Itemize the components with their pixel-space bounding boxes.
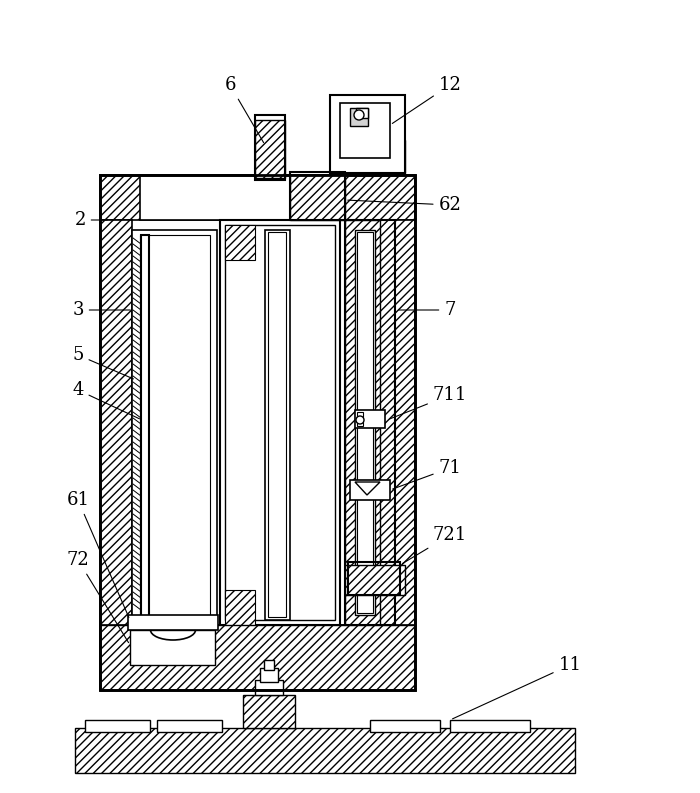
Bar xyxy=(255,120,285,178)
Text: 721: 721 xyxy=(402,526,467,564)
Bar xyxy=(85,720,150,732)
Bar xyxy=(75,728,575,773)
Text: 4: 4 xyxy=(72,381,139,419)
Bar xyxy=(260,668,278,682)
Bar xyxy=(100,175,415,690)
Text: 6: 6 xyxy=(224,76,264,143)
Bar xyxy=(357,232,373,613)
Circle shape xyxy=(356,416,364,424)
Text: 7: 7 xyxy=(399,301,456,319)
Bar xyxy=(350,108,368,126)
Bar xyxy=(330,95,405,173)
Text: 72: 72 xyxy=(66,551,129,642)
Bar xyxy=(345,565,405,595)
Text: 2: 2 xyxy=(74,211,107,229)
Bar xyxy=(140,175,320,220)
Text: 5: 5 xyxy=(72,346,134,379)
Bar xyxy=(290,175,345,220)
Bar xyxy=(141,235,149,617)
Bar xyxy=(265,230,290,620)
Bar xyxy=(225,225,335,620)
Bar xyxy=(100,175,415,220)
Bar xyxy=(243,695,295,728)
Polygon shape xyxy=(355,482,380,495)
Bar xyxy=(225,225,255,260)
Bar xyxy=(225,590,255,630)
Bar xyxy=(100,625,415,690)
Bar xyxy=(264,660,274,670)
Text: 61: 61 xyxy=(66,491,129,618)
Bar xyxy=(128,615,218,630)
Bar xyxy=(255,680,283,695)
Bar xyxy=(380,220,415,625)
Bar xyxy=(100,220,132,625)
Bar xyxy=(100,625,415,690)
Circle shape xyxy=(354,110,364,120)
Bar xyxy=(355,410,385,428)
Bar xyxy=(340,103,390,158)
Bar xyxy=(268,232,286,617)
Bar xyxy=(335,100,400,168)
Text: 3: 3 xyxy=(72,301,130,319)
Text: 71: 71 xyxy=(393,459,461,489)
Polygon shape xyxy=(330,140,405,173)
Bar xyxy=(290,172,345,220)
Bar xyxy=(157,720,222,732)
Bar xyxy=(220,220,340,625)
Bar xyxy=(140,625,380,690)
Bar xyxy=(370,720,440,732)
Text: 711: 711 xyxy=(390,386,467,419)
Bar xyxy=(350,480,390,500)
Text: 11: 11 xyxy=(452,656,582,718)
Bar xyxy=(130,630,215,665)
Bar xyxy=(355,230,375,615)
Bar xyxy=(345,220,380,625)
Bar xyxy=(345,220,395,625)
Bar xyxy=(357,412,363,426)
Bar xyxy=(140,235,210,620)
Text: 62: 62 xyxy=(348,196,461,214)
Bar xyxy=(132,230,217,625)
Bar xyxy=(100,175,415,690)
Bar xyxy=(450,720,530,732)
Bar xyxy=(255,115,285,180)
Text: 12: 12 xyxy=(392,76,461,124)
Bar xyxy=(348,562,400,595)
Bar xyxy=(356,108,368,118)
